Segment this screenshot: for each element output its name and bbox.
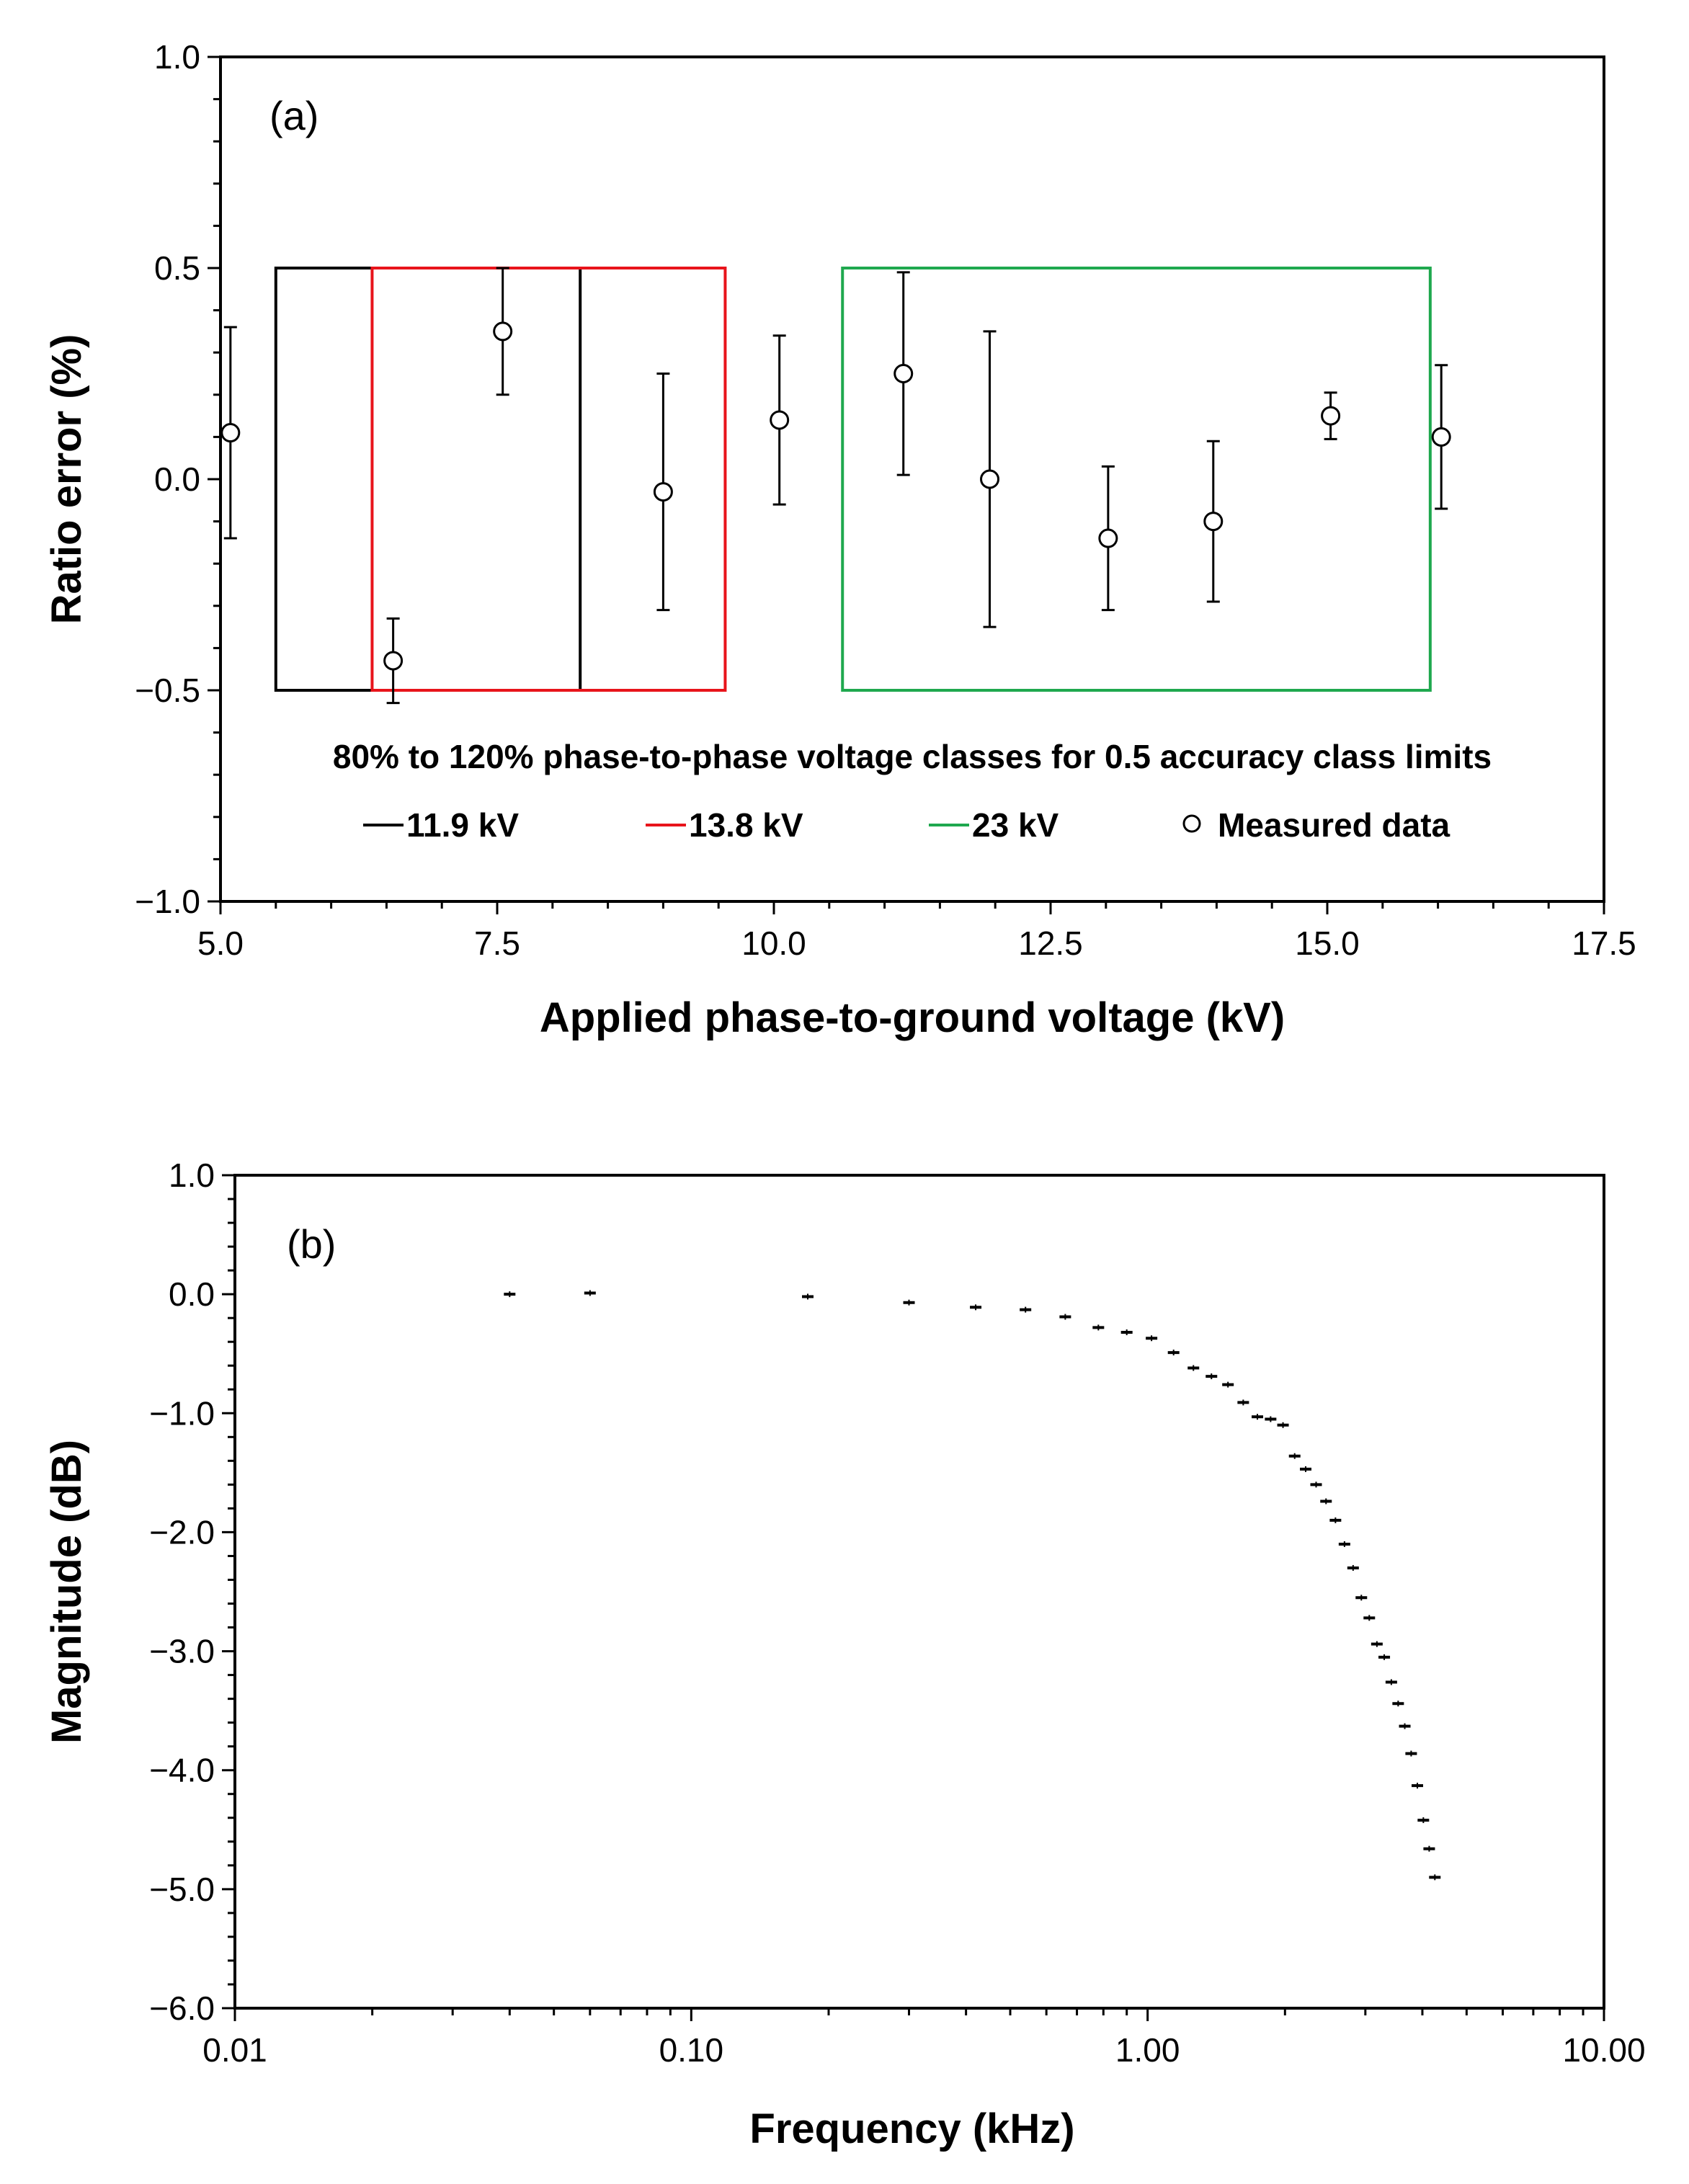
chart-b-x-axis-title: Frequency (kHz) — [749, 2105, 1074, 2152]
chart-a-panel-label: (a) — [269, 93, 318, 138]
data-point — [893, 364, 914, 383]
y-tick-label: 0.0 — [169, 1275, 215, 1313]
chart-b-plot-frame — [233, 1174, 1605, 2010]
chart-b-ticks: 0.01 0.10 1.00 10.00 1.0 0.0 −1.0 −2.0 −3.0 −4.0 −… — [149, 1156, 1645, 2069]
x-tick-label: 15.0 — [1295, 924, 1360, 962]
x-tick-label: 7.5 — [474, 924, 520, 962]
y-tick-label: −0.5 — [135, 672, 200, 709]
y-tick-label: −4.0 — [149, 1752, 215, 1789]
chart-b-y-axis-title: Magnitude (dB) — [43, 1440, 90, 1744]
x-tick-label: 1.00 — [1115, 2031, 1180, 2069]
y-tick-label: −2.0 — [149, 1513, 215, 1551]
x-tick-label: 17.5 — [1572, 924, 1636, 962]
chart-a-points — [220, 267, 1451, 705]
data-point — [383, 651, 404, 671]
chart-b-points — [504, 1290, 1441, 1881]
y-tick-label: −6.0 — [149, 1989, 215, 2027]
limit-box-13-8-kv — [370, 267, 727, 692]
y-tick-label: 0.0 — [154, 460, 200, 498]
y-tick-label: −3.0 — [149, 1633, 215, 1670]
x-tick-label: 5.0 — [197, 924, 244, 962]
y-tick-label: −1.0 — [135, 883, 200, 920]
legend-marker-measured — [1182, 814, 1201, 833]
data-point — [770, 410, 790, 430]
y-tick-label: −5.0 — [149, 1871, 215, 1908]
x-tick-label: 12.5 — [1018, 924, 1083, 962]
data-point — [220, 423, 241, 443]
x-tick-label: 0.01 — [202, 2031, 267, 2069]
x-tick-label: 10.0 — [741, 924, 806, 962]
chart-b: 0.01 0.10 1.00 10.00 1.0 0.0 −1.0 −2.0 −3.0 −4.0 −… — [43, 1156, 1646, 2152]
data-point — [493, 321, 513, 342]
chart-b-panel-label: (b) — [287, 1221, 336, 1267]
x-tick-label: 10.00 — [1562, 2031, 1645, 2069]
legend-label-23kv: 23 kV — [972, 806, 1059, 844]
y-tick-label: −1.0 — [149, 1394, 215, 1432]
chart-a-limit-boxes — [274, 267, 1432, 692]
data-point — [653, 482, 673, 502]
data-point — [980, 469, 1000, 489]
chart-a-legend-title: 80% to 120% phase-to-phase voltage class… — [333, 738, 1492, 775]
limit-box-23-kv — [841, 267, 1432, 692]
data-point — [1203, 512, 1224, 532]
limit-box-11-9-kv — [274, 267, 582, 692]
y-tick-label: 0.5 — [154, 249, 200, 287]
y-tick-label: 1.0 — [169, 1156, 215, 1194]
data-point — [1098, 528, 1118, 548]
data-point — [1321, 406, 1341, 426]
x-tick-label: 0.10 — [659, 2031, 724, 2069]
chart-a-y-axis-title: Ratio error (%) — [43, 334, 90, 625]
legend-label-11-9kv: 11.9 kV — [406, 806, 519, 844]
legend-label-13-8kv: 13.8 kV — [689, 806, 803, 844]
chart-a: 5.0 7.5 10.0 12.5 15.0 17.51.00.50.0−0.5−1.0 … — [43, 38, 1636, 1041]
legend-label-measured: Measured data — [1218, 806, 1450, 844]
chart-a-x-axis-title: Applied phase-to-ground voltage (kV) — [540, 994, 1285, 1041]
data-point — [1431, 427, 1451, 447]
y-tick-label: 1.0 — [154, 38, 200, 76]
chart-a-ticks: 5.0 7.5 10.0 12.5 15.0 17.5 1.0 0.5 0.0 −0.5 −1.0 — [135, 38, 1636, 962]
